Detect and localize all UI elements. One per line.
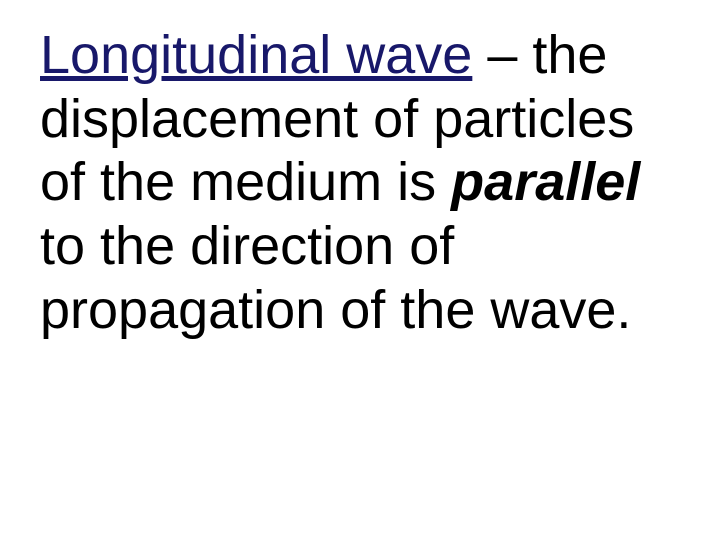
definition-paragraph: Longitudinal wave – the displacement of … <box>40 24 688 343</box>
emphasis-parallel: parallel <box>451 152 640 212</box>
term-longitudinal-wave: Longitudinal wave <box>40 25 472 85</box>
definition-part-2: to the direction of propagation of the w… <box>40 216 631 340</box>
term-separator: – <box>472 25 532 85</box>
slide-body: Longitudinal wave – the displacement of … <box>0 0 720 367</box>
